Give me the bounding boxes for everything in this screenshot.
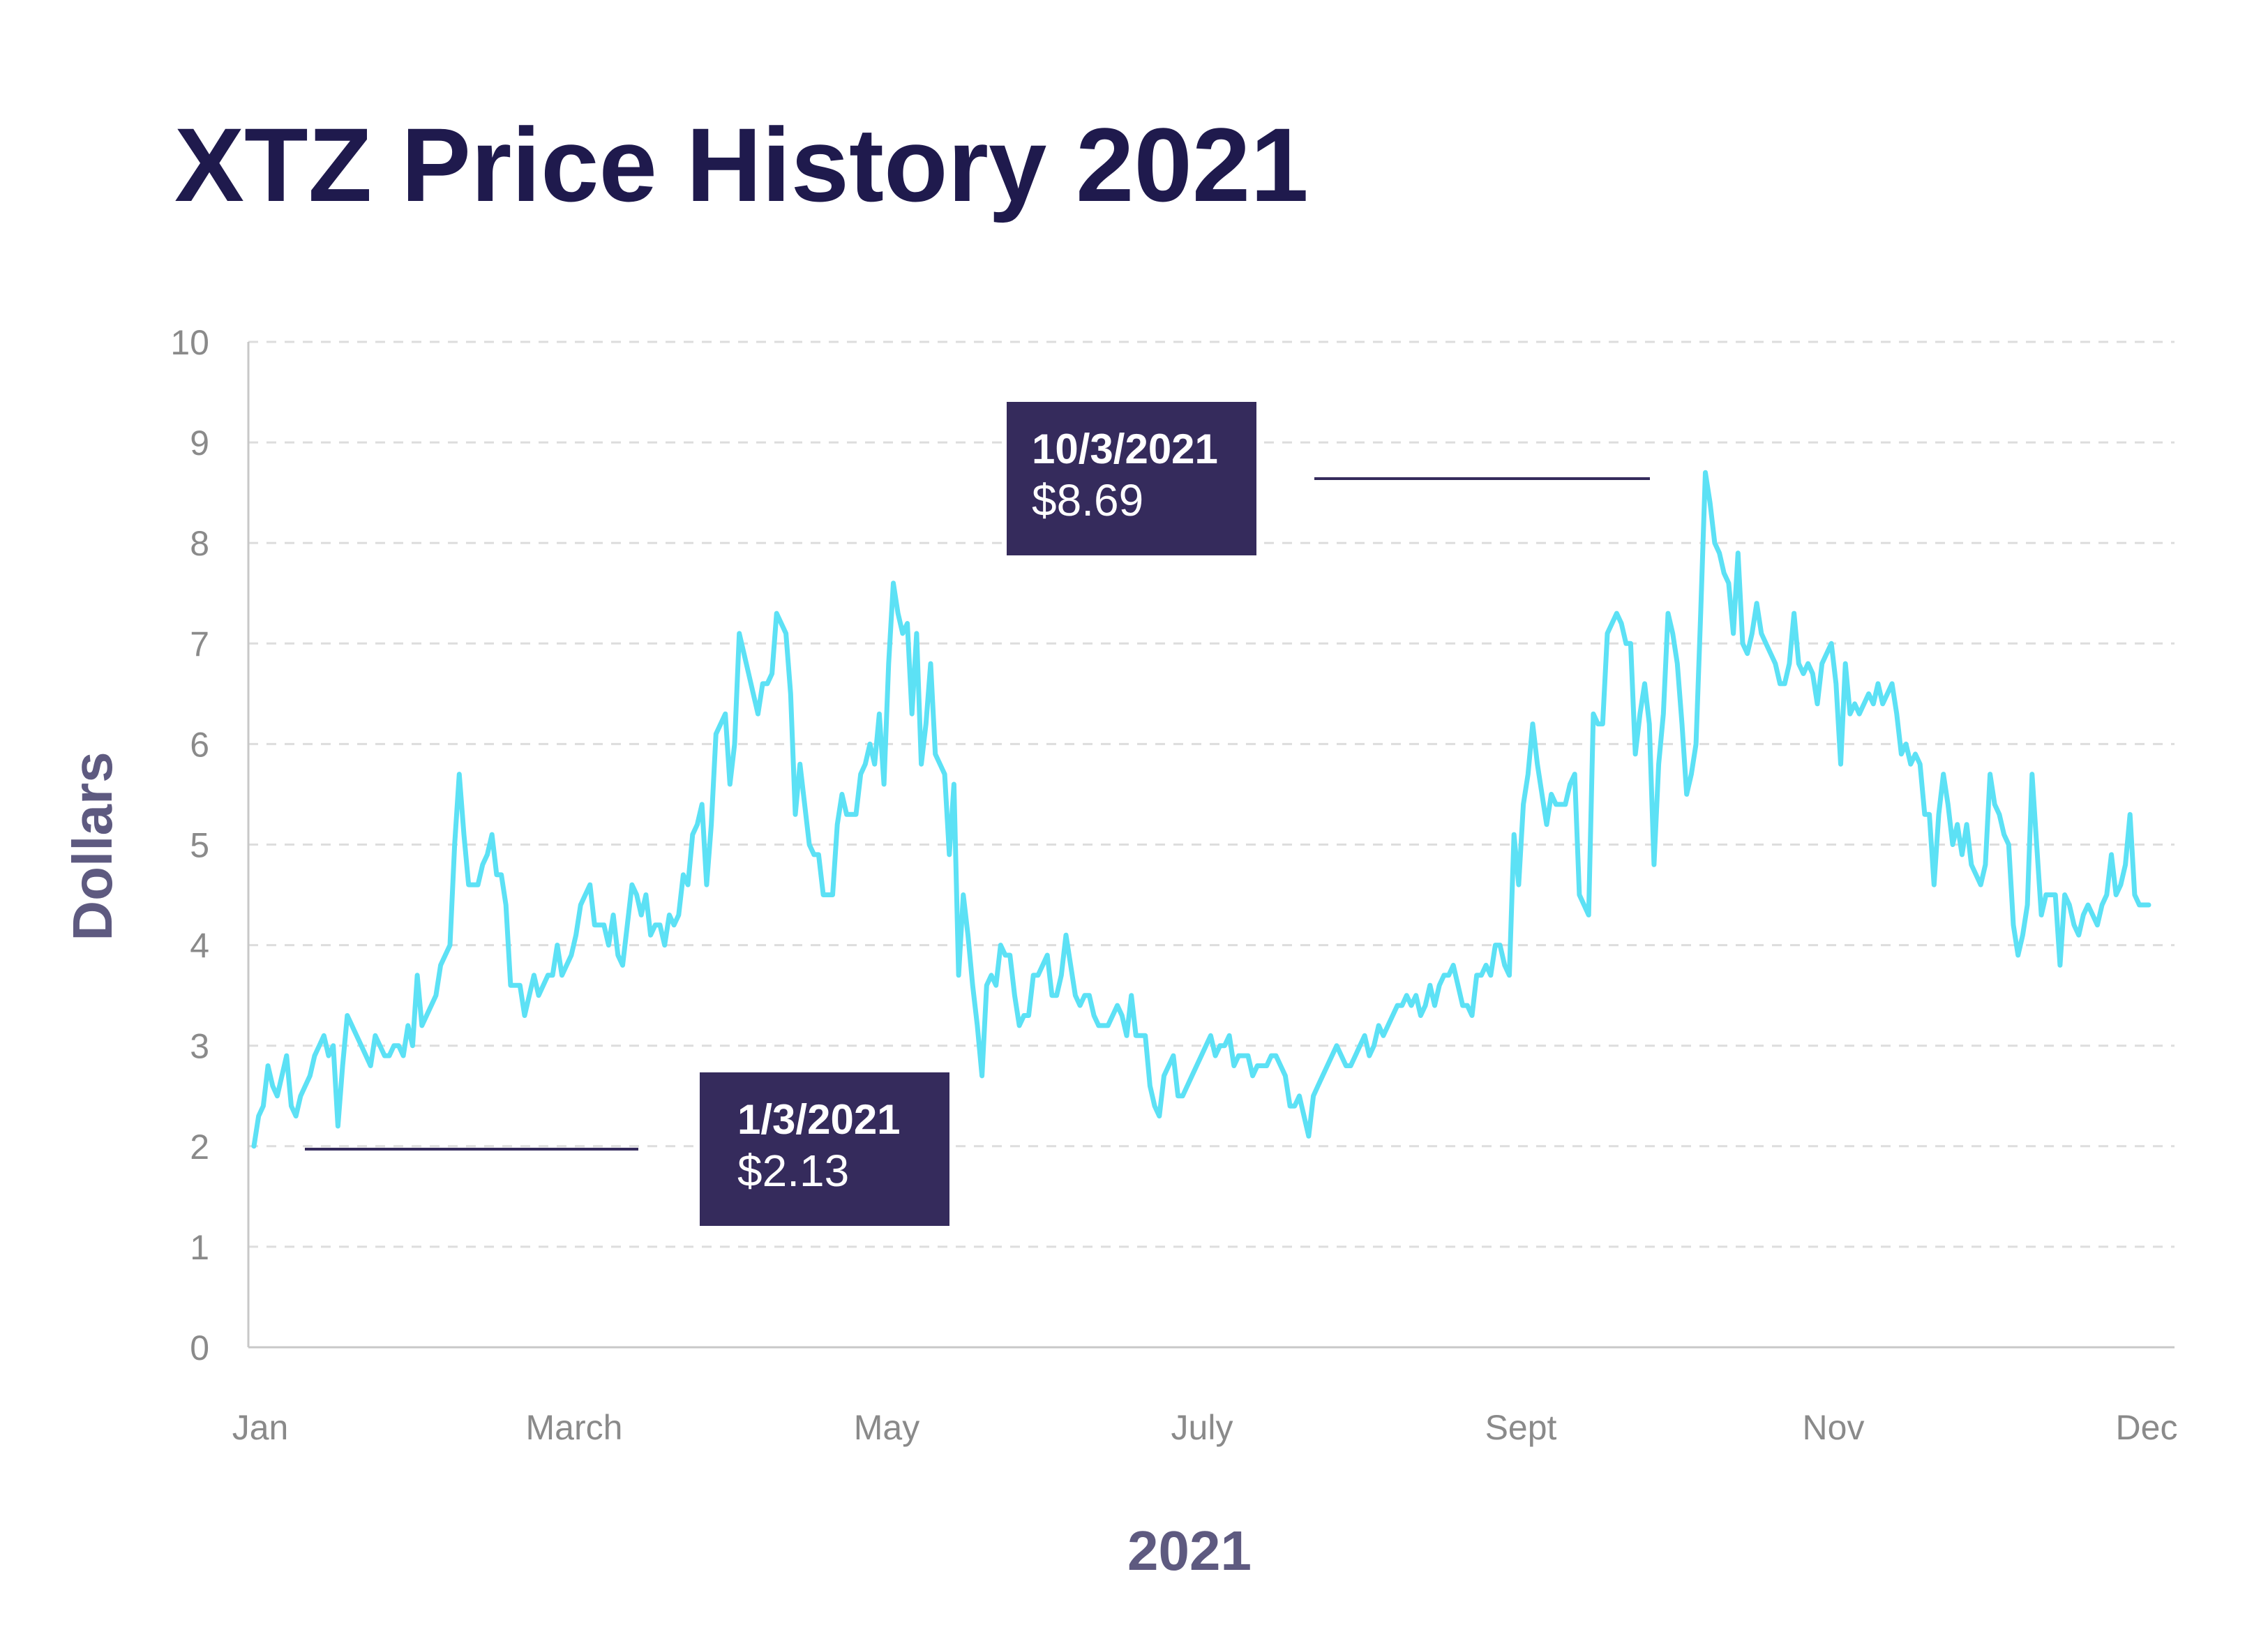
y-tick-label: 0 bbox=[190, 1328, 209, 1368]
x-tick-label: Jan bbox=[232, 1408, 289, 1447]
x-axis-ticks: Jan March May July Sept Nov Dec bbox=[232, 1408, 2178, 1447]
y-tick-label: 7 bbox=[190, 624, 209, 664]
y-tick-label: 5 bbox=[190, 826, 209, 865]
callout-jan-value: $2.13 bbox=[737, 1146, 849, 1196]
y-tick-label: 4 bbox=[190, 927, 209, 966]
chart-title: XTZ Price History 2021 bbox=[174, 106, 1309, 223]
x-tick-label: March bbox=[526, 1408, 623, 1447]
x-tick-label: Nov bbox=[1803, 1408, 1865, 1447]
price-line bbox=[251, 470, 2151, 1149]
y-tick-label: 3 bbox=[190, 1027, 209, 1066]
series-group bbox=[251, 470, 2151, 1149]
y-tick-label: 10 bbox=[170, 323, 209, 362]
y-axis-ticks: 0 1 2 3 4 5 6 7 8 9 10 bbox=[170, 323, 209, 1368]
callout-jan-date: 1/3/2021 bbox=[737, 1096, 901, 1143]
callout-oct-value: $8.69 bbox=[1032, 475, 1143, 525]
x-tick-label: Sept bbox=[1485, 1408, 1557, 1447]
x-tick-label: July bbox=[1171, 1408, 1233, 1447]
callout-oct-box bbox=[1007, 402, 1256, 555]
callout-oct-date: 10/3/2021 bbox=[1032, 426, 1218, 472]
y-axis-title: Dollars bbox=[61, 751, 123, 941]
y-tick-label: 8 bbox=[190, 524, 209, 563]
y-tick-label: 2 bbox=[190, 1128, 209, 1167]
x-tick-label: May bbox=[854, 1408, 919, 1447]
y-tick-label: 1 bbox=[190, 1228, 209, 1267]
x-tick-label: Dec bbox=[2116, 1408, 2178, 1447]
y-tick-label: 6 bbox=[190, 725, 209, 764]
x-axis-title: 2021 bbox=[1127, 1520, 1252, 1582]
y-tick-label: 9 bbox=[190, 424, 209, 463]
callout-jan-box bbox=[700, 1072, 949, 1226]
